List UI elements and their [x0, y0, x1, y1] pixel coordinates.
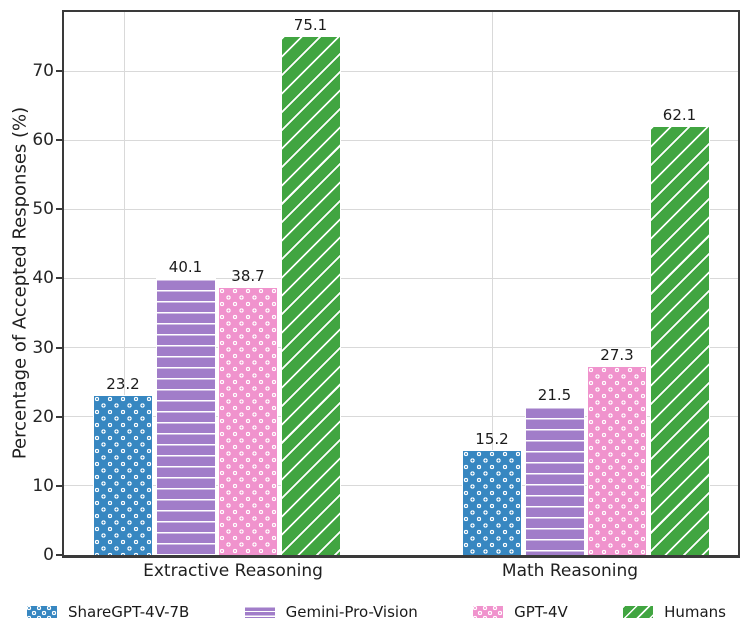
bar-with-label: 38.7	[218, 268, 278, 555]
h-gridline	[64, 139, 738, 141]
h-gridline	[64, 347, 738, 349]
legend-label: ShareGPT-4V-7B	[68, 603, 190, 621]
y-tick-mark	[56, 415, 62, 418]
bar-humans	[649, 126, 710, 555]
legend-label: Humans	[664, 603, 726, 621]
y-tick-mark	[56, 346, 62, 349]
y-tick-label: 20	[32, 406, 54, 427]
y-tick-mark	[56, 139, 62, 142]
bar-value-label: 15.2	[475, 430, 509, 448]
bar-group: 23.2 40.1 38.7 75.1	[93, 17, 341, 555]
plot-area: 23.2 40.1 38.7 75.1 15.2 21.5 27.3 62.1	[62, 10, 740, 558]
y-tick-label: 0	[43, 545, 54, 565]
y-tick-mark	[56, 554, 62, 556]
v-gridline	[492, 12, 493, 555]
bar-with-label: 62.1	[649, 106, 710, 555]
bar-with-label: 15.2	[462, 431, 522, 555]
legend-swatch	[473, 606, 504, 618]
bar-value-label: 21.5	[537, 386, 572, 404]
y-tick-label: 70	[32, 61, 54, 82]
h-gridline	[64, 485, 738, 487]
legend-item: ShareGPT-4V-7B	[27, 603, 189, 621]
legend-label: GPT-4V	[514, 603, 568, 621]
v-gridline	[124, 12, 125, 555]
y-tick-label: 60	[32, 130, 54, 151]
y-tick-mark	[56, 208, 62, 211]
bar-with-label: 40.1	[155, 258, 216, 555]
bar-value-label: 23.2	[106, 375, 140, 393]
legend-item: Gemini-Pro-Vision	[244, 603, 418, 621]
bar-with-label: 75.1	[280, 16, 341, 555]
legend-swatch	[244, 606, 275, 618]
y-tick-label: 30	[32, 337, 54, 358]
bar-gpt-4v	[218, 287, 278, 555]
y-tick-mark	[56, 70, 62, 73]
h-gridline	[64, 70, 738, 72]
x-category-label: Extractive Reasoning	[143, 561, 323, 581]
bar-gemini-pro-vision	[155, 278, 216, 555]
bar-group: 15.2 21.5 27.3 62.1	[462, 107, 710, 555]
bar-value-label: 62.1	[662, 106, 697, 124]
bar-humans	[280, 36, 341, 555]
bar-gpt-4v	[587, 366, 647, 555]
y-tick-mark	[56, 484, 62, 487]
bar-value-label: 27.3	[600, 346, 634, 364]
y-tick-label: 50	[32, 199, 54, 220]
h-gridline	[64, 416, 738, 418]
h-gridline	[64, 277, 738, 279]
legend: ShareGPT-4V-7B Gemini-Pro-Vision GPT-4V Hum…	[27, 599, 726, 625]
legend-item: Humans	[623, 603, 726, 621]
legend-item: GPT-4V	[473, 603, 568, 621]
x-category-label: Math Reasoning	[501, 561, 639, 581]
legend-swatch	[27, 606, 57, 618]
bar-sharegpt-4v-7b	[93, 395, 153, 555]
bar-with-label: 23.2	[93, 376, 153, 555]
y-tick-mark	[56, 277, 62, 280]
legend-label: Gemini-Pro-Vision	[285, 603, 418, 621]
bar-gemini-pro-vision	[524, 406, 585, 555]
y-tick-label: 10	[32, 475, 54, 496]
y-tick-label: 40	[32, 268, 54, 289]
bar-with-label: 21.5	[524, 386, 585, 555]
bar-value-label: 40.1	[168, 258, 203, 276]
legend-swatch	[623, 606, 654, 618]
bar-sharegpt-4v-7b	[462, 450, 522, 555]
h-gridline	[64, 208, 738, 210]
bar-value-label: 75.1	[293, 16, 328, 34]
bar-value-label: 38.7	[231, 267, 265, 285]
bar-with-label: 27.3	[587, 347, 647, 555]
